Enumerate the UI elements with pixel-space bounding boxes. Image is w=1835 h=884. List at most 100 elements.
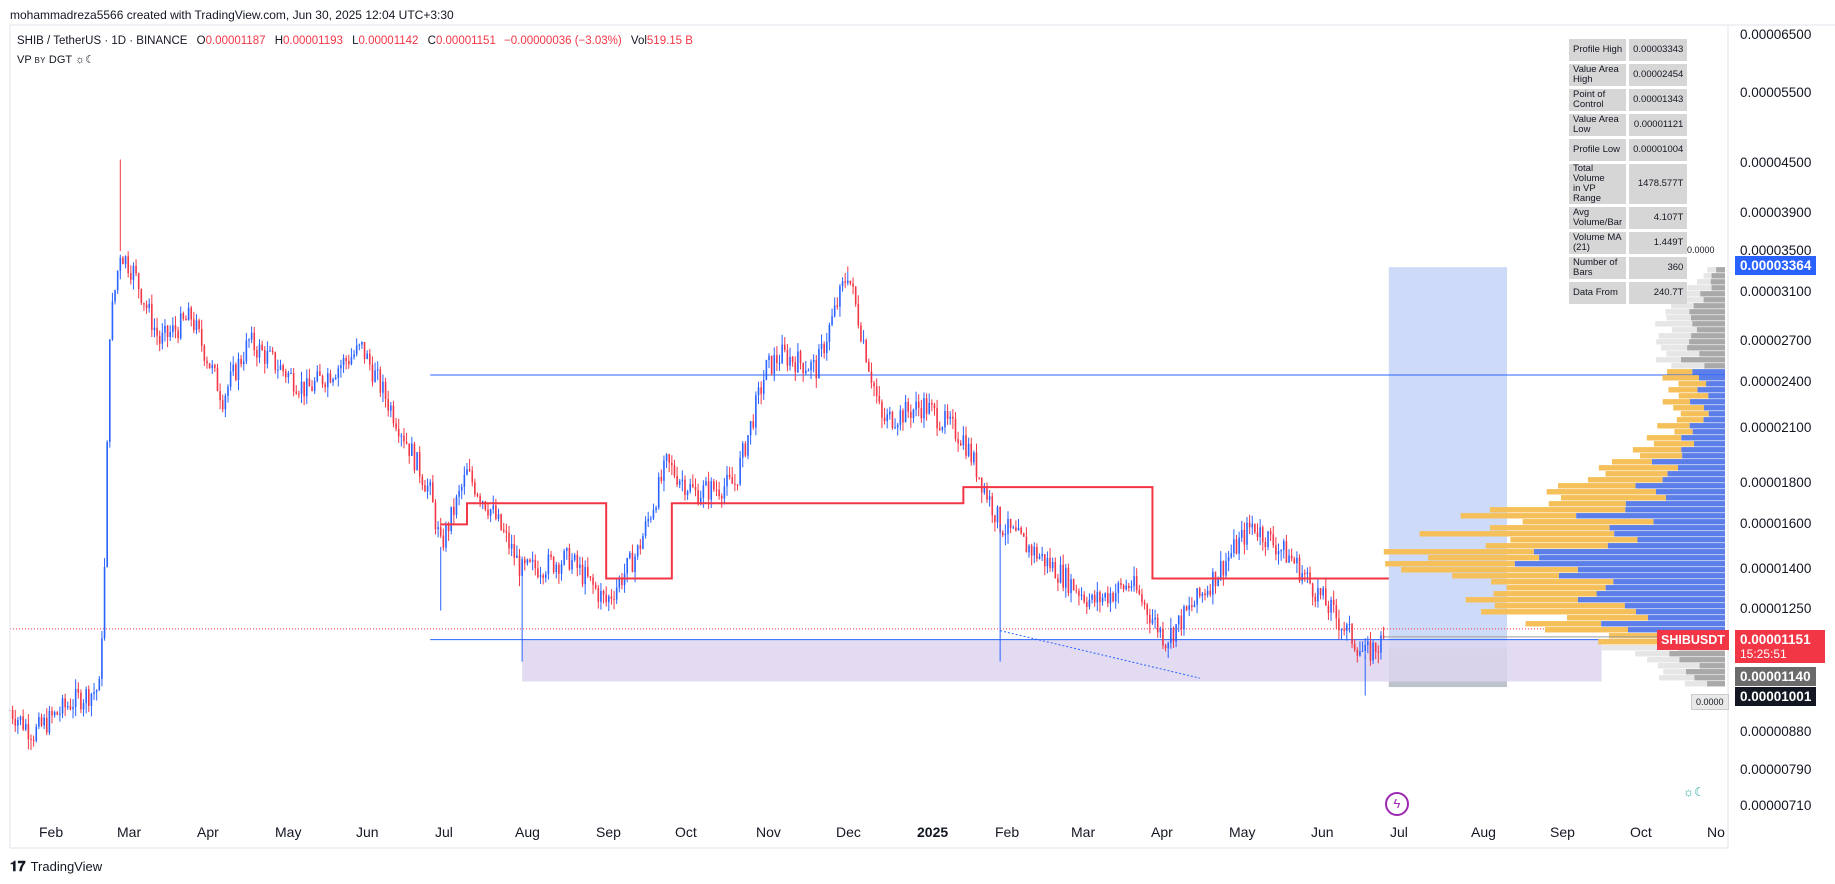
candle-body xyxy=(337,368,340,378)
vp-down-volume-bar xyxy=(1635,483,1725,489)
candle-body xyxy=(261,344,263,351)
candle-body xyxy=(1196,588,1198,605)
candle-body xyxy=(221,400,224,410)
candle-body xyxy=(353,354,355,358)
candle-body xyxy=(642,536,644,549)
candle-body xyxy=(996,506,999,523)
vp-up-volume-bar xyxy=(1485,543,1608,549)
candle-body xyxy=(815,360,818,379)
candle-body xyxy=(140,289,143,304)
vp-outside-up-bar xyxy=(1647,657,1680,663)
candle-body xyxy=(699,497,702,505)
candle-body xyxy=(111,301,114,340)
candle-body xyxy=(605,594,607,603)
candle-body xyxy=(119,257,122,271)
candle-body xyxy=(19,716,22,720)
candle-body xyxy=(124,256,127,265)
vp-stat-value: 360 xyxy=(1629,257,1688,279)
time-axis-label: No xyxy=(1707,824,1725,840)
candle-body xyxy=(807,370,810,372)
symbol-name[interactable]: SHIB / TetherUS · 1D · BINANCE xyxy=(17,35,188,47)
vp-up-volume-bar xyxy=(1673,405,1705,411)
vp-up-volume-bar xyxy=(1662,399,1691,405)
candle-body xyxy=(705,481,707,486)
candle-body xyxy=(1030,545,1033,556)
vp-stat-row: Volume MA (21) 1.449T xyxy=(1569,232,1688,254)
candle-body xyxy=(1051,561,1054,569)
candle-body xyxy=(978,477,980,479)
candle-body xyxy=(345,358,347,362)
vp-stat-row: Point of Control 0.00001343 xyxy=(1569,89,1688,111)
candle-body xyxy=(1356,649,1359,656)
indicator-author: DGT xyxy=(48,54,72,66)
candle-body xyxy=(1324,588,1327,606)
vp-up-volume-bar xyxy=(1667,369,1693,375)
candle-body xyxy=(502,529,505,532)
candle-body xyxy=(1335,605,1338,619)
vp-down-volume-bar xyxy=(1576,513,1725,519)
candle-body xyxy=(510,544,513,549)
candle-body xyxy=(986,486,988,500)
candle-body xyxy=(802,363,804,374)
vp-down-volume-bar xyxy=(1689,423,1725,429)
candle-body xyxy=(736,484,739,486)
candle-body xyxy=(1256,532,1259,537)
candle-body xyxy=(563,551,565,565)
candle-body xyxy=(975,452,978,478)
candle-body xyxy=(550,554,552,558)
candle-body xyxy=(970,443,973,463)
candle-body xyxy=(933,404,936,409)
symbol-legend[interactable]: SHIB / TetherUS · 1D · BINANCE O0.000011… xyxy=(17,35,693,47)
candle-body xyxy=(114,290,116,302)
candle-body xyxy=(208,363,211,369)
candle-body xyxy=(442,535,445,548)
candle-body xyxy=(902,410,904,423)
vp-down-volume-bar xyxy=(1690,399,1725,405)
candle-body xyxy=(455,496,458,515)
candle-body xyxy=(944,411,946,428)
vp-stat-label: Profile High xyxy=(1569,39,1627,61)
vp-outside-down-bar xyxy=(1696,327,1725,333)
candle-body xyxy=(376,369,379,371)
change-value: −0.00000036 (−3.03%) xyxy=(504,35,622,47)
candle-body xyxy=(1025,536,1028,553)
candle-body xyxy=(602,590,605,595)
vp-down-volume-bar xyxy=(1651,459,1725,465)
candle-body xyxy=(214,364,216,368)
candle-body xyxy=(235,364,237,380)
candle-body xyxy=(647,518,650,522)
candle-body xyxy=(1036,546,1038,559)
candle-body xyxy=(836,305,839,307)
candle-body xyxy=(439,527,442,536)
candle-body xyxy=(1004,534,1007,536)
candle-body xyxy=(1225,561,1227,576)
vp-down-volume-bar xyxy=(1662,477,1725,483)
vp-up-volume-bar xyxy=(1657,423,1690,429)
candle-body xyxy=(726,474,728,487)
candle-body xyxy=(413,443,416,471)
indicator-name[interactable]: VP xyxy=(17,54,32,66)
candle-body xyxy=(59,713,61,715)
candle-body xyxy=(426,485,429,492)
candle-body xyxy=(518,555,521,576)
candle-body xyxy=(1130,586,1133,588)
candle-body xyxy=(1209,590,1212,595)
candle-body xyxy=(1057,578,1059,583)
lightning-event-icon[interactable]: ϟ xyxy=(1385,792,1409,816)
indicator-legend[interactable]: VP BY DGT ☼☾ xyxy=(17,53,95,66)
vp-down-volume-bar xyxy=(1708,393,1725,399)
candle-body xyxy=(886,414,888,421)
candle-body xyxy=(185,318,187,321)
candle-body xyxy=(1346,624,1348,631)
candle-body xyxy=(991,496,994,516)
candle-body xyxy=(1054,561,1057,579)
sun-moon-icon-bottom[interactable]: ☼☾ xyxy=(1683,785,1705,799)
time-axis-label: Jul xyxy=(435,824,453,840)
vp-up-volume-bar xyxy=(1465,597,1578,603)
candle-body xyxy=(752,421,755,428)
candle-body xyxy=(1122,585,1125,590)
time-axis-label: Feb xyxy=(39,824,64,840)
sun-moon-icon[interactable]: ☼☾ xyxy=(74,54,95,66)
footer-brand[interactable]: 𝟏𝟕 TradingView xyxy=(10,858,102,875)
